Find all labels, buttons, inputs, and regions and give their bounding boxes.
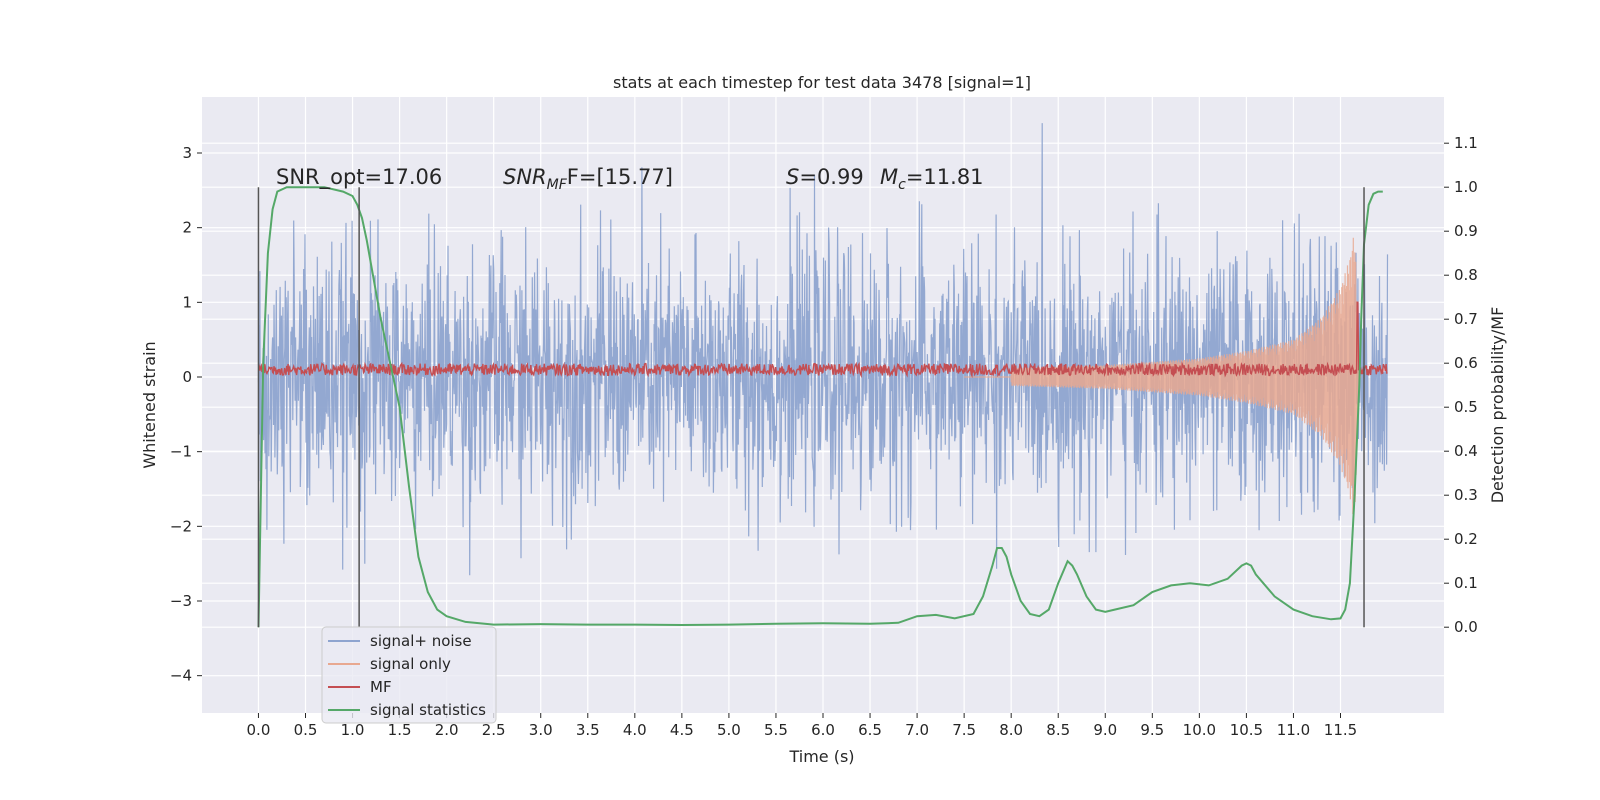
legend-box — [321, 626, 497, 724]
y-tick-label: 2 — [182, 219, 192, 237]
y-tick-label: 3 — [182, 144, 192, 162]
legend-label: MF — [370, 678, 392, 696]
y-right-tick-label: 0.7 — [1454, 310, 1478, 328]
annotation-snr-mf: SNRMFF=[15.77] — [503, 165, 673, 193]
y-right-tick-label: 0.8 — [1454, 266, 1478, 284]
x-tick-label: 1.5 — [388, 721, 412, 739]
x-tick-label: 5.0 — [717, 721, 741, 739]
series-mf — [257, 301, 1388, 379]
x-tick-label: 0.5 — [294, 721, 318, 739]
x-tick-label: 4.0 — [623, 721, 647, 739]
x-tick-label: 9.5 — [1140, 721, 1164, 739]
x-tick-label: 7.0 — [905, 721, 929, 739]
y-right-tick-label: 0.0 — [1454, 618, 1478, 636]
annotation-s: S=0.99 — [786, 165, 864, 189]
x-tick-label: 8.5 — [1046, 721, 1070, 739]
y-right-tick-label: 0.2 — [1454, 530, 1478, 548]
y-tick-label: 0 — [182, 368, 192, 386]
x-tick-label: 8.0 — [999, 721, 1023, 739]
legend-label: signal+ noise — [370, 632, 472, 650]
y-right-tick-label: 0.5 — [1454, 398, 1478, 416]
x-tick-label: 6.0 — [811, 721, 835, 739]
y-right-tick-label: 0.6 — [1454, 354, 1478, 372]
y-tick-label: −4 — [170, 667, 192, 685]
y-right-tick-label: 0.4 — [1454, 442, 1478, 460]
x-tick-label: 0.0 — [247, 721, 271, 739]
y-tick-label: 1 — [182, 293, 192, 311]
y-tick-label: −1 — [170, 443, 192, 461]
y-tick-label: −3 — [170, 592, 192, 610]
x-tick-label: 11.0 — [1277, 721, 1310, 739]
chart-title: stats at each timestep for test data 347… — [613, 73, 1031, 92]
legend-label: signal statistics — [370, 701, 486, 719]
y-right-tick-label: 0.9 — [1454, 222, 1478, 240]
x-tick-label: 6.5 — [858, 721, 882, 739]
x-tick-label: 1.0 — [341, 721, 365, 739]
x-tick-label: 9.0 — [1093, 721, 1117, 739]
x-tick-label: 2.0 — [435, 721, 459, 739]
x-tick-label: 11.5 — [1324, 721, 1357, 739]
x-tick-label: 10.0 — [1183, 721, 1216, 739]
y-tick-label: −2 — [170, 517, 192, 535]
x-tick-label: 4.5 — [670, 721, 694, 739]
series-signal-statistics — [257, 186, 1383, 628]
annotation-snr-opt: SNR_opt=17.06 — [276, 165, 442, 190]
x-tick-label: 10.5 — [1230, 721, 1263, 739]
x-axis-label: Time (s) — [788, 747, 854, 766]
x-tick-label: 2.5 — [482, 721, 506, 739]
x-tick-label: 7.5 — [952, 721, 976, 739]
legend-label: signal only — [370, 655, 451, 673]
y-axis-label: Whitened strain — [140, 341, 159, 468]
y-right-axis-label: Detection probability/MF — [1488, 307, 1507, 504]
y-right-tick-label: 0.3 — [1454, 486, 1478, 504]
y-right-tick-label: 1.1 — [1454, 134, 1478, 152]
x-tick-label: 3.5 — [576, 721, 600, 739]
y-right-tick-label: 0.1 — [1454, 574, 1478, 592]
x-tick-label: 3.0 — [529, 721, 553, 739]
x-tick-label: 5.5 — [764, 721, 788, 739]
y-right-tick-label: 1.0 — [1454, 178, 1478, 196]
annotation-mc: Mc=11.81 — [880, 165, 984, 193]
